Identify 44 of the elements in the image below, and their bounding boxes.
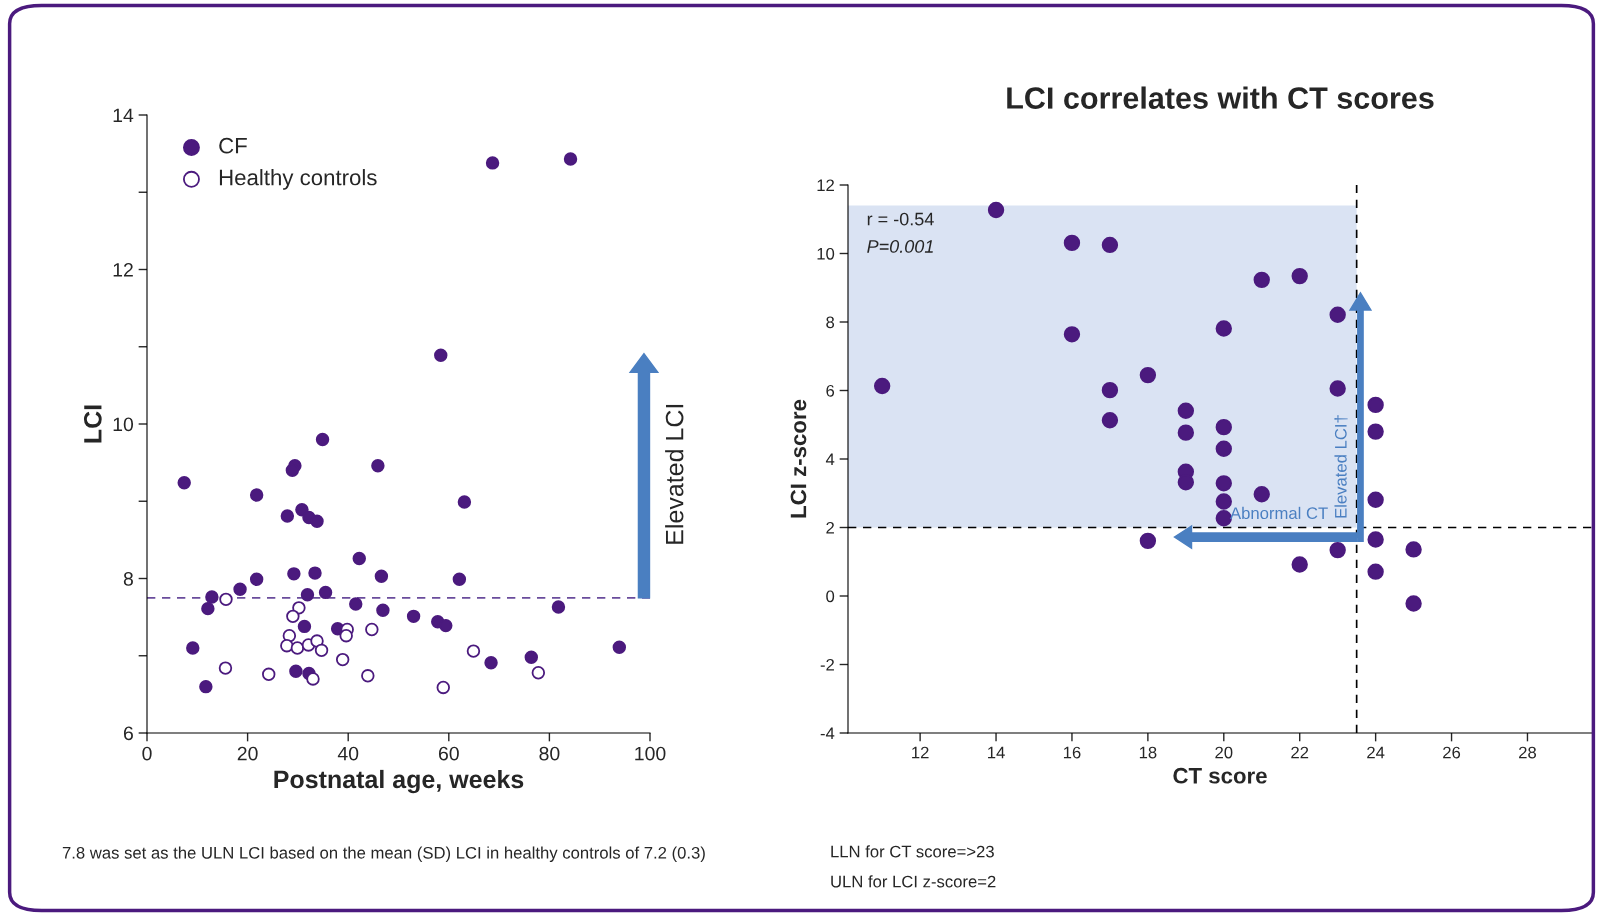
y-tick-label: -4 — [820, 727, 835, 740]
x-tick-label: 20 — [237, 746, 258, 761]
y-tick-label: 2 — [826, 521, 834, 534]
x-tick-label: 100 — [635, 746, 666, 761]
text: 7.8 was set as the ULN LCI based on the mean (SD) LCI in healthy controls of 7.2 (0.3) — [62, 846, 705, 862]
y-tick-label: 12 — [817, 179, 834, 192]
x-tick-label: 14 — [988, 746, 1005, 759]
annotation: Abnormal CT — [1230, 506, 1328, 520]
x-tick-label: 20 — [1215, 746, 1233, 759]
y-tick-label: 6 — [826, 384, 835, 397]
annotation: Elevated LCI† — [1334, 415, 1348, 518]
x-tick-label: 80 — [539, 746, 560, 761]
text: ULN for LCI z-score=2 — [831, 875, 996, 888]
y-tick-label: 6 — [123, 726, 133, 741]
chart-title: LCI correlates with CT scores — [1007, 86, 1434, 109]
legend-label: CF — [219, 137, 247, 154]
text: LLN for CT score=>23 — [831, 845, 994, 858]
y-tick-label: 10 — [113, 417, 134, 432]
annotation: r = -0.54 — [867, 212, 934, 226]
x-tick-label: 26 — [1443, 746, 1461, 759]
x-tick-label: 24 — [1367, 746, 1385, 759]
y-axis-title: LCI — [83, 405, 102, 443]
x-tick-label: 40 — [337, 746, 359, 761]
x-tick-label: 12 — [912, 746, 929, 759]
x-tick-label: 60 — [438, 746, 459, 761]
legend-label: Healthy controls — [219, 169, 377, 190]
x-tick-label: 0 — [142, 746, 152, 761]
y-tick-label: 8 — [826, 316, 835, 329]
y-tick-label: 4 — [825, 453, 835, 466]
text: Elevated LCI — [665, 404, 684, 544]
y-tick-label: 8 — [123, 571, 133, 586]
y-tick-label: 10 — [817, 247, 835, 260]
x-tick-label: 28 — [1519, 746, 1537, 759]
y-tick-label: -2 — [820, 658, 834, 671]
x-tick-label: 18 — [1139, 746, 1157, 759]
y-tick-label: 12 — [113, 262, 133, 277]
y-tick-label: 14 — [113, 108, 134, 123]
x-tick-label: 16 — [1063, 746, 1081, 759]
y-tick-label: 0 — [826, 590, 835, 603]
y-axis-title: LCI z-score — [790, 399, 807, 518]
annotation: P=0.001 — [867, 240, 933, 253]
x-axis-title: CT score — [1173, 767, 1267, 784]
x-axis-title: Postnatal age, weeks — [274, 769, 524, 794]
x-tick-label: 22 — [1291, 746, 1309, 759]
